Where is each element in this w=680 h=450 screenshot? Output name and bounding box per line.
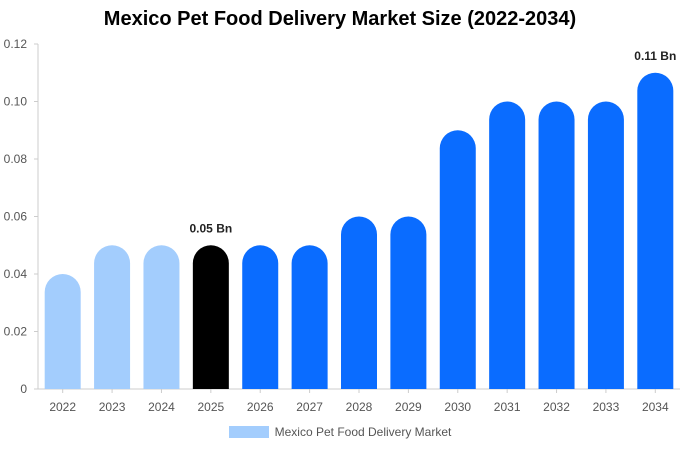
bar-2033 — [587, 101, 624, 389]
bar-2026 — [242, 245, 279, 389]
y-tick-label: 0 — [20, 382, 27, 396]
legend: Mexico Pet Food Delivery Market — [0, 425, 680, 439]
x-tick-label: 2024 — [148, 400, 175, 414]
x-tick-label: 2028 — [346, 400, 373, 414]
x-tick-label: 2030 — [444, 400, 471, 414]
bar-2034 — [637, 72, 674, 389]
bars — [44, 72, 674, 390]
data-labels: 0.05 Bn 0.11 Bn — [190, 49, 677, 236]
x-tick-label: 2023 — [99, 400, 126, 414]
y-tick-label: 0.10 — [4, 95, 28, 109]
x-tick-label: 2032 — [543, 400, 570, 414]
bar-2023 — [94, 245, 131, 389]
bar-2030 — [439, 130, 476, 390]
legend-label: Mexico Pet Food Delivery Market — [274, 425, 452, 439]
y-tick-label: 0.04 — [4, 267, 28, 281]
x-tick-label: 2029 — [395, 400, 422, 414]
x-tick-label: 2025 — [197, 400, 224, 414]
bar-2029 — [390, 216, 427, 389]
bar-2024 — [143, 245, 180, 389]
x-tick-label: 2022 — [49, 400, 76, 414]
y-axis: 0 0.02 0.04 0.06 0.08 0.10 0.12 — [4, 37, 39, 396]
y-tick-label: 0.02 — [4, 325, 28, 339]
bar-2028 — [341, 216, 377, 389]
bar-2032 — [538, 101, 575, 389]
bar-2025 — [192, 245, 229, 389]
y-tick-label: 0.08 — [4, 152, 28, 166]
bar-2031 — [489, 101, 526, 389]
x-tick-label: 2031 — [494, 400, 521, 414]
bar-2022 — [44, 274, 81, 389]
x-tick-label: 2027 — [296, 400, 323, 414]
bar-2027 — [291, 245, 328, 389]
x-tick-label: 2033 — [593, 400, 620, 414]
data-label-2034: 0.11 Bn — [634, 49, 676, 63]
legend-swatch — [228, 426, 269, 438]
y-tick-label: 0.12 — [4, 37, 28, 51]
x-tick-label: 2034 — [642, 400, 669, 414]
data-label-2025: 0.05 Bn — [190, 221, 233, 235]
y-tick-label: 0.06 — [4, 210, 28, 224]
x-tick-label: 2026 — [247, 400, 274, 414]
x-axis: 2022 2023 2024 2025 2026 2027 2028 2029 2030 2031… — [38, 388, 680, 414]
chart-title: Mexico Pet Food Delivery Market Size (20… — [103, 8, 577, 30]
